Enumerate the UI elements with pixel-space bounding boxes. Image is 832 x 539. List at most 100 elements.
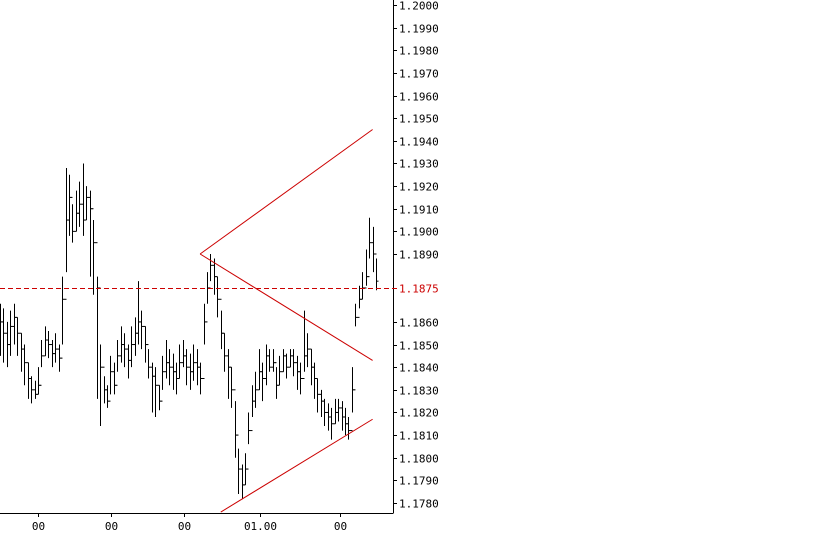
y-tick-label: 1.1960 (399, 91, 439, 104)
ohlc-bar (291, 349, 296, 377)
ohlc-bar (70, 196, 75, 243)
trendlines (199, 129, 373, 513)
ohlc-bar (371, 226, 376, 273)
ohlc-bar (350, 367, 355, 432)
ohlc-bar (202, 303, 207, 379)
x-tick-label: 00 (178, 520, 191, 533)
ohlc-bar (98, 287, 103, 427)
y-tick-label: 1.1850 (399, 340, 439, 353)
y-tick-label: 1.1830 (399, 385, 439, 398)
y-tick-label: 1.1990 (399, 23, 439, 36)
ohlc-bar (157, 384, 162, 411)
ohlc-bar (112, 362, 117, 395)
ohlc-bar (357, 285, 362, 318)
ohlc-bar (126, 344, 131, 379)
ohlc-bar (360, 272, 365, 300)
y-tick-label: 1.1970 (399, 68, 439, 81)
price-axis-ticks: 1.2000 1.1990 1.1980 1.1970 1.1960 1.1950 1.19… (393, 0, 439, 511)
ohlc-bar (267, 349, 272, 372)
ohlc-bar (26, 362, 31, 399)
ohlc-bar (329, 407, 334, 440)
ohlc-bar (205, 272, 210, 323)
ohlc-bar (15, 316, 20, 356)
ohlc-bar (257, 349, 262, 391)
y-tick-label: 1.1940 (399, 136, 439, 149)
ohlc-bar (343, 407, 348, 436)
ohlc-bar (60, 276, 65, 359)
ohlc-bar (84, 186, 89, 221)
ohlc-bar (36, 367, 41, 395)
ohlc-bar (191, 344, 196, 381)
ohlc-bar (150, 362, 155, 413)
ohlc-bar (95, 242, 100, 399)
ohlc-bar (236, 434, 241, 494)
ohlc-bar (136, 281, 141, 345)
ohlc-bar (53, 333, 58, 363)
trendline (199, 253, 373, 361)
y-tick-label: 1.1820 (399, 407, 439, 420)
x-tick-label: 00 (105, 520, 118, 533)
ohlc-bar (39, 340, 44, 386)
ohlc-bar (253, 371, 258, 408)
ohlc-bar (22, 344, 27, 386)
ohlc-bar (264, 344, 269, 386)
ohlc-bar (105, 385, 110, 408)
ohlc-bar (115, 340, 120, 386)
ohlc-bar (315, 378, 320, 413)
ohlc-bar (277, 355, 282, 386)
ohlc-bar (346, 416, 351, 440)
ohlc-bar (88, 190, 93, 277)
ohlc-bar (271, 349, 276, 372)
ohlc-bar (108, 355, 113, 402)
ohlc-bar (181, 340, 186, 368)
y-tick-label: 1.1900 (399, 226, 439, 239)
ohlc-bar (12, 303, 17, 345)
current-price-label: 1.1875 (399, 283, 439, 296)
y-tick-label: 1.1920 (399, 181, 439, 194)
y-tick-label: 1.1840 (399, 362, 439, 375)
ohlc-bar (367, 217, 372, 278)
ohlc-bar (177, 344, 182, 379)
y-tick-label: 1.1800 (399, 453, 439, 466)
ohlc-bar (364, 249, 369, 289)
ohlc-bar (1, 308, 6, 363)
ohlc-bar (226, 349, 231, 399)
ohlc-bar (139, 310, 144, 350)
y-tick-label: 1.1790 (399, 475, 439, 488)
ohlc-bar (374, 253, 379, 291)
y-tick-label: 1.1860 (399, 317, 439, 330)
ohlc-bar (122, 333, 127, 368)
ohlc-bar (81, 163, 86, 236)
ohlc-bar (288, 349, 293, 368)
ohlc-bar (129, 326, 134, 368)
y-tick-label: 1.1950 (399, 113, 439, 126)
ohlc-bar (77, 181, 82, 227)
ohlc-bar (281, 349, 286, 373)
y-tick-label: 1.2000 (399, 0, 439, 13)
ohlc-bar (91, 208, 96, 295)
y-tick-label: 1.1930 (399, 158, 439, 171)
ohlc-bar (229, 366, 234, 408)
ohlc-bar (160, 355, 165, 402)
time-axis-ticks: 00 00 00 01.00 00 (32, 513, 347, 533)
ohlc-bar (295, 355, 300, 390)
ohlc-bar (233, 389, 238, 458)
ohlc-bar (198, 362, 203, 395)
ohlc-bar (302, 310, 307, 379)
ohlc-bar (46, 330, 51, 359)
ohlc-bar (167, 349, 172, 386)
ohlc-bar (102, 366, 107, 404)
ohlc-bar (19, 332, 24, 372)
ohlc-bar (74, 190, 79, 232)
ohlc-bar (146, 344, 151, 379)
ohlc-bar (64, 167, 69, 300)
ohlc-bar (322, 398, 327, 427)
y-tick-label: 1.1910 (399, 204, 439, 217)
x-tick-label: 00 (32, 520, 45, 533)
ohlc-bar (8, 310, 13, 356)
ohlc-bar (29, 376, 34, 404)
ohlc-bar (208, 254, 213, 289)
ohlc-bar (184, 349, 189, 386)
x-tick-label: 01.00 (244, 520, 277, 533)
